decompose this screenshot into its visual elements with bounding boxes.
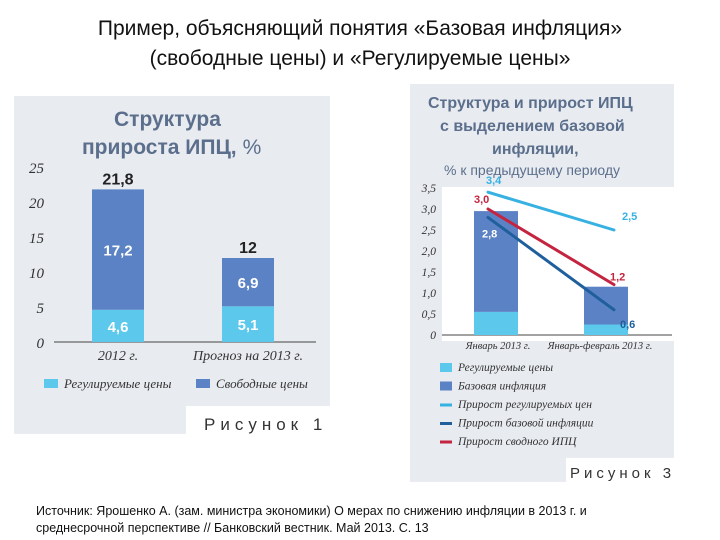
chart-2-y-tick-label: 3,5 [421,183,437,195]
chart-1-bar-regulated [92,309,144,342]
chart-2-line-label: 3,0 [474,194,489,206]
chart-1-title-line-2: прироста ИПЦ,% [82,136,261,159]
chart-1-y-tick-label: 15 [29,231,45,247]
chart-1-label-total: 12 [239,240,257,257]
chart-2-y-tick-label: 0,5 [422,309,437,321]
chart-2-bar-base [474,211,518,312]
chart-1-caption: Рисунок 1 [204,415,327,434]
chart-1-bar-free [92,189,144,310]
chart-2-line-label: 3,4 [486,175,502,187]
chart-2-caption-box [566,458,678,484]
chart-1-y-tick-label: 0 [37,336,45,352]
chart-2-line-label: 2,8 [482,228,497,240]
chart-1-y-tick-label: 25 [29,161,45,177]
chart-2-lines [486,190,616,312]
chart-2-legend: Регулируемые цены Базовая инфляция Прирост… [440,362,594,448]
chart-1-y-tick-label: 20 [29,196,45,212]
chart-1-label-regulated: 5,1 [238,317,259,334]
chart-1-title-text-2: прироста ИПЦ, [82,136,237,159]
chart-1-label-regulated: 4,6 [108,319,129,336]
chart-1-y-tick-label: 10 [29,266,45,282]
chart-2-legend-label: Прирост сводного ИПЦ [457,436,577,448]
chart-1-legend-swatch-free [196,379,210,388]
chart-1-x-tick-label: Прогноз на 2013 г. [192,349,303,364]
slide-title-line-2: (свободные цены) и «Регулируемые цены» [149,47,571,70]
chart-2-x-labels: Январь 2013 г. Январь-февраль 2013 г. [465,341,653,352]
chart-1-legend-swatch-regulated [44,379,58,388]
chart-2: Структура и прирост ИПЦ с выделением баз… [410,84,678,484]
chart-2-legend-label: Прирост базовой инфляции [457,417,594,430]
chart-1-bar-free [222,258,274,307]
source-citation: Источник: Ярошенко А. (зам. министра эко… [36,503,696,537]
chart-2-y-tick-label: 2,0 [422,246,437,258]
chart-2-labels: 3,4 2,5 2,8 0,6 3,0 1,2 [474,175,637,331]
source-line-2: среднесрочной перспективе // Банковский … [36,521,429,535]
chart-1-caption-box [186,406,336,437]
chart-2-title-line-2: с выделением базовой [440,118,625,135]
chart-2-legend-label: Базовая инфляция [457,381,546,393]
chart-1-title-unit: % [243,136,262,159]
chart-2-line-label: 1,2 [610,272,625,284]
chart-2-bar-regulated [474,311,518,335]
chart-1-bars [92,189,274,342]
slide-title-line-1: Пример, объясняющий понятия «Базовая инф… [97,17,623,40]
chart-2-bars [474,211,628,335]
chart-2-line-label: 0,6 [620,319,635,331]
chart-2-legend-label: Прирост регулируемых цен [457,399,592,411]
chart-2-title-line-4: % к предыдущему периоду [444,162,620,178]
chart-1-x-labels: 2012 г. Прогноз на 2013 г. [98,349,303,364]
slide-title: Пример, объясняющий понятия «Базовая инф… [0,14,720,74]
chart-2-title-line-1: Структура и прирост ИПЦ [428,95,633,112]
source-line-1: Источник: Ярошенко А. (зам. министра эко… [36,504,587,518]
chart-1-labels: 4,6 17,2 21,8 5,1 6,9 12 [102,171,258,336]
chart-2-y-tick-label: 1,0 [422,288,437,300]
chart-1-title-line-1: Структура [114,108,221,131]
chart-2-line-label: 2,5 [622,211,637,223]
chart-2-bar-regulated [584,324,628,335]
chart-1-panel [14,96,330,434]
chart-2-line-0 [486,190,616,232]
chart-2-x-tick-label: Январь-февраль 2013 г. [547,341,653,352]
chart-1-legend: Регулируемые цены Свободные цены [44,376,308,391]
chart-2-y-tick-label: 1,5 [422,267,437,279]
chart-1-x-tick-label: 2012 г. [98,349,138,364]
chart-1-label-free: 6,9 [238,275,259,292]
chart-2-line-2 [486,207,616,287]
chart-1-label-free: 17,2 [103,243,132,260]
chart-2-line-1 [486,215,616,312]
chart-2-y-tick-label: 3,0 [421,204,437,216]
chart-1-legend-label-free: Свободные цены [216,376,308,391]
chart-2-y-tick-label: 2,5 [422,225,437,237]
chart-1-label-total: 21,8 [102,171,133,188]
chart-2-legend-swatch [440,363,452,372]
chart-2-legend-swatch [440,381,452,391]
chart-1-y-tick-label: 5 [37,301,45,317]
chart-1-bar-regulated [222,306,274,342]
chart-2-legend-label: Регулируемые цены [457,362,553,374]
chart-1: Структура прироста ИПЦ,% 0 5 10 15 20 25 4,6 1… [14,96,336,437]
chart-2-x-tick-label: Январь 2013 г. [465,341,531,352]
chart-2-caption: Рисунок 3 [570,465,675,482]
chart-1-legend-label-regulated: Регулируемые цены [63,376,172,391]
chart-2-y-tick-label: 0 [430,330,436,342]
chart-2-title-line-3: инфляции, [492,141,579,158]
